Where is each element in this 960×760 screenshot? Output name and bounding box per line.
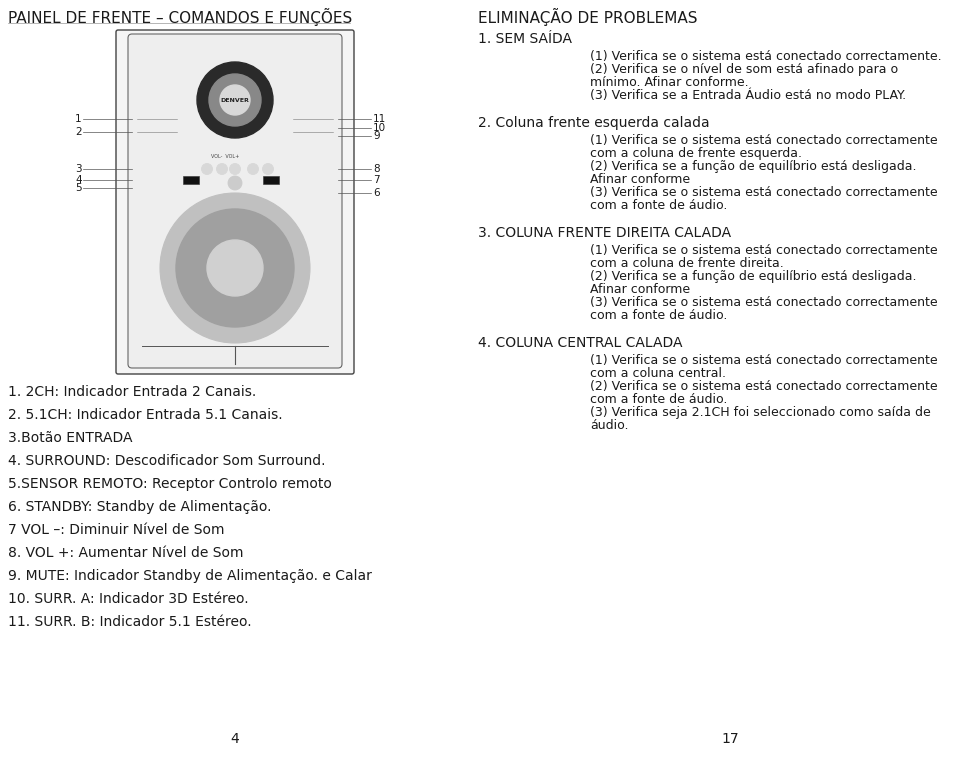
- Text: 4. SURROUND: Descodificador Som Surround.: 4. SURROUND: Descodificador Som Surround…: [8, 454, 325, 468]
- Text: 9. MUTE: Indicador Standby de Alimentação. e Calar: 9. MUTE: Indicador Standby de Alimentaçã…: [8, 569, 372, 583]
- Text: 2. 5.1CH: Indicador Entrada 5.1 Canais.: 2. 5.1CH: Indicador Entrada 5.1 Canais.: [8, 408, 282, 422]
- Circle shape: [209, 74, 261, 126]
- FancyBboxPatch shape: [116, 30, 354, 374]
- Circle shape: [228, 176, 242, 190]
- Circle shape: [229, 163, 241, 175]
- Text: (2) Verifica se a função de equilíbrio está desligada.: (2) Verifica se a função de equilíbrio e…: [590, 270, 917, 283]
- Text: PAINEL DE FRENTE – COMANDOS E FUNÇÕES: PAINEL DE FRENTE – COMANDOS E FUNÇÕES: [8, 8, 352, 26]
- Text: 10. SURR. A: Indicador 3D Estéreo.: 10. SURR. A: Indicador 3D Estéreo.: [8, 592, 249, 606]
- Text: com a coluna de frente direita.: com a coluna de frente direita.: [590, 257, 783, 270]
- Text: Afinar conforme: Afinar conforme: [590, 173, 690, 186]
- Text: (1) Verifica se o sistema está conectado correctamente: (1) Verifica se o sistema está conectado…: [590, 134, 938, 147]
- Text: ELIMINAÇÃO DE PROBLEMAS: ELIMINAÇÃO DE PROBLEMAS: [478, 8, 698, 26]
- Text: (1) Verifica se o sistema está conectado correctamente: (1) Verifica se o sistema está conectado…: [590, 354, 938, 367]
- Text: 17: 17: [721, 732, 739, 746]
- Text: (3) Verifica se a Entrada Áudio está no modo PLAY.: (3) Verifica se a Entrada Áudio está no …: [590, 89, 906, 102]
- Text: com a fonte de áudio.: com a fonte de áudio.: [590, 393, 728, 406]
- Text: VOL-  VOL+: VOL- VOL+: [211, 154, 239, 160]
- Circle shape: [217, 163, 228, 175]
- Text: (2) Verifica se o nível de som está afinado para o: (2) Verifica se o nível de som está afin…: [590, 63, 899, 76]
- Text: (3) Verifica se o sistema está conectado correctamente: (3) Verifica se o sistema está conectado…: [590, 186, 938, 199]
- Text: 6. STANDBY: Standby de Alimentação.: 6. STANDBY: Standby de Alimentação.: [8, 500, 272, 514]
- Text: 7: 7: [373, 175, 379, 185]
- Circle shape: [160, 193, 310, 343]
- Text: mínimo. Afinar conforme.: mínimo. Afinar conforme.: [590, 76, 749, 89]
- Circle shape: [197, 62, 273, 138]
- Text: 8. VOL +: Aumentar Nível de Som: 8. VOL +: Aumentar Nível de Som: [8, 546, 244, 560]
- Text: 10: 10: [373, 123, 386, 133]
- Text: com a fonte de áudio.: com a fonte de áudio.: [590, 309, 728, 322]
- Text: 1: 1: [75, 114, 82, 124]
- FancyBboxPatch shape: [128, 34, 342, 368]
- Text: 4: 4: [230, 732, 239, 746]
- Bar: [183, 176, 199, 184]
- Text: 3: 3: [75, 164, 82, 174]
- Text: 2: 2: [75, 127, 82, 137]
- Text: 2. Coluna frente esquerda calada: 2. Coluna frente esquerda calada: [478, 116, 709, 130]
- Text: Afinar conforme: Afinar conforme: [590, 283, 690, 296]
- Circle shape: [220, 85, 250, 115]
- Text: 5.SENSOR REMOTO: Receptor Controlo remoto: 5.SENSOR REMOTO: Receptor Controlo remot…: [8, 477, 332, 491]
- Text: 7 VOL –: Diminuir Nível de Som: 7 VOL –: Diminuir Nível de Som: [8, 523, 225, 537]
- Text: 11: 11: [373, 114, 386, 124]
- Text: 3.Botão ENTRADA: 3.Botão ENTRADA: [8, 431, 132, 445]
- Text: DENVER: DENVER: [221, 97, 250, 103]
- Text: 1. 2CH: Indicador Entrada 2 Canais.: 1. 2CH: Indicador Entrada 2 Canais.: [8, 385, 256, 399]
- Circle shape: [248, 163, 258, 175]
- Text: áudio.: áudio.: [590, 419, 629, 432]
- Text: 8: 8: [373, 164, 379, 174]
- Text: com a coluna central.: com a coluna central.: [590, 367, 726, 380]
- Text: (1) Verifica se o sistema está conectado correctamente: (1) Verifica se o sistema está conectado…: [590, 244, 938, 257]
- Text: 11. SURR. B: Indicador 5.1 Estéreo.: 11. SURR. B: Indicador 5.1 Estéreo.: [8, 615, 252, 629]
- Text: 5: 5: [75, 183, 82, 193]
- Text: 9: 9: [373, 131, 379, 141]
- Text: (2) Verifica se o sistema está conectado correctamente: (2) Verifica se o sistema está conectado…: [590, 380, 938, 393]
- Text: (2) Verifica se a função de equilíbrio está desligada.: (2) Verifica se a função de equilíbrio e…: [590, 160, 917, 173]
- Circle shape: [262, 163, 274, 175]
- Text: 6: 6: [373, 188, 379, 198]
- Text: (3) Verifica se o sistema está conectado correctamente: (3) Verifica se o sistema está conectado…: [590, 296, 938, 309]
- Bar: [263, 176, 279, 184]
- Circle shape: [176, 209, 294, 327]
- Text: 3. COLUNA FRENTE DIREITA CALADA: 3. COLUNA FRENTE DIREITA CALADA: [478, 226, 732, 240]
- Text: com a fonte de áudio.: com a fonte de áudio.: [590, 199, 728, 212]
- Text: 1. SEM SAÍDA: 1. SEM SAÍDA: [478, 32, 572, 46]
- Text: com a coluna de frente esquerda.: com a coluna de frente esquerda.: [590, 147, 802, 160]
- Circle shape: [207, 240, 263, 296]
- Text: (3) Verifica seja 2.1CH foi seleccionado como saída de: (3) Verifica seja 2.1CH foi seleccionado…: [590, 406, 931, 419]
- Text: 4. COLUNA CENTRAL CALADA: 4. COLUNA CENTRAL CALADA: [478, 336, 683, 350]
- Text: (1) Verifica se o sistema está conectado correctamente.: (1) Verifica se o sistema está conectado…: [590, 50, 942, 63]
- Circle shape: [202, 163, 212, 175]
- Text: 4: 4: [75, 175, 82, 185]
